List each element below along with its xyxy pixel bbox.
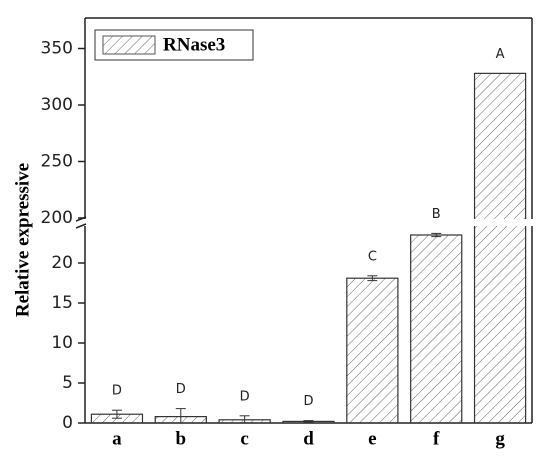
annotation: D xyxy=(112,384,122,399)
y-tick-label: 15 xyxy=(51,293,73,313)
legend: RNase3 xyxy=(94,29,254,61)
y-tick-label: 10 xyxy=(51,333,73,353)
y-tick-label: 350 xyxy=(41,39,73,59)
legend-label: RNase3 xyxy=(163,34,225,55)
annotation: B xyxy=(432,207,441,222)
y-tick-label: 200 xyxy=(41,208,73,228)
x-tick-label: c xyxy=(240,428,248,449)
annotation: D xyxy=(240,389,250,404)
axis-break-gap xyxy=(75,219,542,226)
annotation: C xyxy=(368,249,377,264)
annotation: D xyxy=(176,382,186,397)
legend-swatch xyxy=(102,35,156,55)
y-axis-label: Relative expressive xyxy=(12,163,33,317)
x-tick-label: e xyxy=(368,428,376,449)
y-tick-label: 20 xyxy=(51,253,73,273)
bar xyxy=(346,277,399,424)
bar xyxy=(410,234,463,424)
x-tick-label: g xyxy=(495,428,505,449)
x-tick-label: f xyxy=(433,428,440,449)
x-tick-label: b xyxy=(175,428,186,449)
annotation: D xyxy=(303,394,313,409)
bar xyxy=(473,72,527,424)
y-tick-label: 250 xyxy=(41,152,73,172)
plot-area: 0 5 10 15 20 200 250 300 350 Da Db Dc Dd Ce Bf Ag xyxy=(41,17,542,449)
axis-break-mark xyxy=(75,223,87,229)
y-tick-label: 0 xyxy=(62,413,73,433)
annotation: A xyxy=(496,47,505,62)
y-tick-label: 5 xyxy=(62,373,73,393)
x-tick-label: d xyxy=(303,428,314,449)
x-tick-label: a xyxy=(112,428,122,449)
axis-break-mark xyxy=(75,216,87,222)
y-tick-label: 300 xyxy=(41,95,73,115)
